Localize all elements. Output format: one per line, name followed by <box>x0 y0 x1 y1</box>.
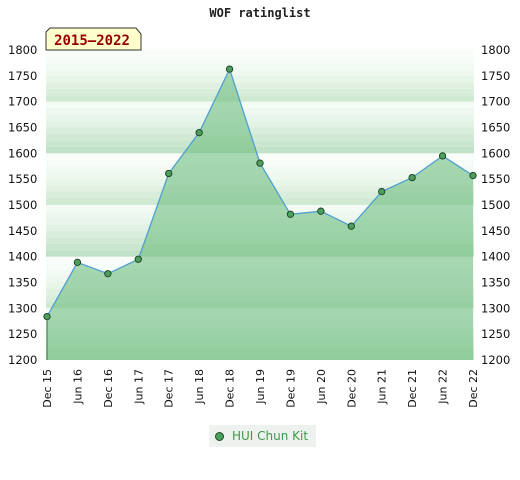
legend: HUI Chun Kit <box>209 425 317 447</box>
x-tick-label: Dec 22 <box>467 369 480 408</box>
x-tick-label: Jun 18 <box>193 369 206 405</box>
y-tick-left: 1650 <box>8 121 37 135</box>
y-tick-right: 1650 <box>481 121 510 135</box>
data-point <box>134 255 142 263</box>
background-band <box>46 88 474 96</box>
background-band <box>46 95 474 102</box>
data-point <box>347 222 355 230</box>
background-band <box>46 114 474 122</box>
y-tick-left: 1450 <box>8 224 37 238</box>
y-tick-right: 1800 <box>481 43 510 57</box>
y-tick-left: 1400 <box>8 250 37 264</box>
background-band <box>46 75 474 83</box>
y-axis-right: 1200 1250 1300 1350 1400 1450 1500 1550 1600 1650… <box>481 43 510 367</box>
data-point <box>317 207 325 215</box>
data-point <box>286 210 295 218</box>
x-tick-label: Dec 20 <box>345 369 358 408</box>
x-tick-label: Dec 21 <box>406 369 419 408</box>
data-points <box>43 65 477 360</box>
x-tick-label: Dec 17 <box>163 369 176 408</box>
x-tick-label: Jun 20 <box>315 369 328 405</box>
y-tick-right: 1450 <box>481 224 510 238</box>
background-band <box>46 82 474 89</box>
background-band <box>46 153 474 160</box>
y-tick-right: 1500 <box>481 198 510 212</box>
x-tick-label: Dec 16 <box>102 369 115 408</box>
background-band <box>46 133 474 141</box>
y-tick-right: 1700 <box>481 95 510 109</box>
data-point <box>438 152 447 160</box>
y-tick-left: 1750 <box>8 69 37 83</box>
background-band <box>46 127 474 134</box>
y-tick-right: 1350 <box>481 276 510 290</box>
data-point <box>408 173 416 182</box>
x-axis: Dec 15 Jun 16 Dec 16 Jun 17 Dec 17 Jun 18 Dec … <box>41 369 480 408</box>
chart-title: WOF ratinglist <box>209 6 310 20</box>
x-tick-label: Jun 16 <box>71 369 84 405</box>
y-tick-right: 1600 <box>481 146 510 160</box>
x-tick-label: Dec 19 <box>284 369 297 408</box>
data-point <box>378 187 386 196</box>
period-badge-label: 2015–2022 <box>54 33 130 49</box>
y-tick-right: 1250 <box>481 327 510 341</box>
y-tick-left: 1800 <box>8 43 37 57</box>
y-tick-left: 1550 <box>8 172 37 186</box>
legend-label: HUI Chun Kit <box>232 429 309 443</box>
x-tick-label: Jun 21 <box>376 369 389 405</box>
data-point <box>43 312 51 321</box>
data-point <box>195 129 203 137</box>
x-tick-label: Dec 18 <box>224 369 237 408</box>
y-tick-left: 1300 <box>8 301 37 315</box>
data-point <box>73 258 82 266</box>
y-tick-right: 1400 <box>481 250 510 264</box>
y-tick-right: 1550 <box>481 172 510 186</box>
y-tick-right: 1750 <box>481 69 510 83</box>
background-band <box>46 140 474 147</box>
x-tick-label: Jun 17 <box>132 369 145 405</box>
background-band <box>46 56 474 63</box>
background-band <box>46 108 474 115</box>
data-point <box>104 270 112 278</box>
y-tick-left: 1500 <box>8 198 37 212</box>
x-tick-label: Jun 22 <box>437 369 450 405</box>
background-band <box>46 146 474 154</box>
y-tick-left: 1700 <box>8 95 37 109</box>
background-band <box>46 62 474 70</box>
y-tick-left: 1250 <box>8 327 37 341</box>
data-point <box>469 171 477 180</box>
y-tick-left: 1350 <box>8 276 37 290</box>
y-tick-left: 1600 <box>8 146 37 160</box>
background-band <box>46 69 474 76</box>
y-tick-left: 1200 <box>8 353 37 367</box>
background-band <box>46 101 474 109</box>
background-band <box>46 121 474 128</box>
data-point <box>225 65 234 73</box>
background-band <box>46 50 474 57</box>
period-badge: 2015–2022 <box>45 27 142 51</box>
x-tick-label: Dec 15 <box>41 369 54 408</box>
x-tick-label: Jun 19 <box>254 369 267 405</box>
rating-area <box>47 69 473 360</box>
y-tick-right: 1300 <box>481 301 510 315</box>
legend-marker <box>215 431 224 441</box>
y-tick-right: 1200 <box>481 353 510 367</box>
data-point <box>165 169 173 178</box>
y-axis-left: 1200 1250 1300 1350 1400 1450 1500 1550 1600 1650… <box>8 43 37 367</box>
data-point <box>256 159 264 167</box>
